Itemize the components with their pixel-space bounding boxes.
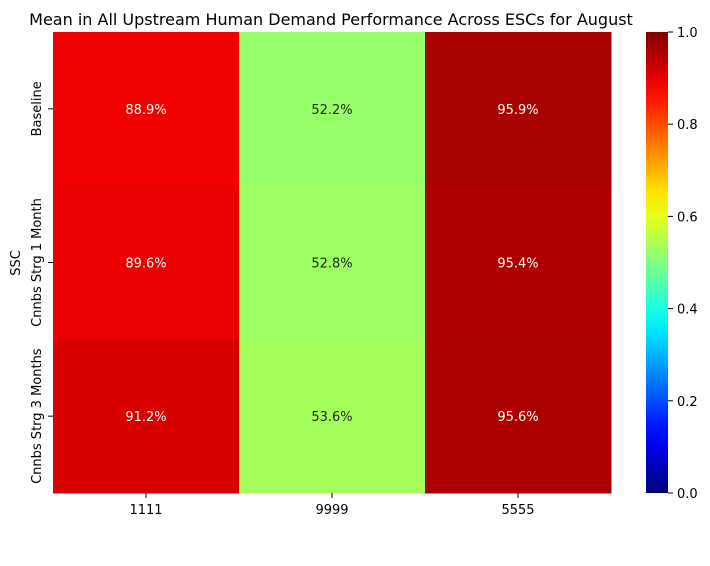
x-axis: 1111 9999 5555: [129, 493, 535, 518]
cell-value-label: 91.2%: [125, 410, 166, 425]
heatmap-cell: [425, 32, 612, 187]
heatmap-cell: [239, 32, 426, 187]
heatmap-cell: [239, 339, 426, 494]
colorbar-tick-label: 0.6: [677, 210, 698, 225]
x-tick-label: 1111: [129, 503, 162, 518]
y-axis-label: SSC: [9, 250, 24, 276]
y-tick-label: Baseline: [30, 81, 45, 136]
x-tick-label: 9999: [315, 503, 348, 518]
cell-value-label: 95.9%: [497, 103, 538, 118]
cell-value-label: 52.8%: [311, 257, 352, 272]
heatmap-cell: [53, 185, 240, 340]
heatmap-cell: [53, 32, 240, 187]
y-tick-label: Cnnbs Strg 3 Months: [30, 348, 45, 484]
y-axis: Baseline Cnnbs Strg 1 Month Cnnbs Strg 3 M…: [30, 81, 53, 484]
colorbar-tick-label: 0.8: [677, 118, 698, 133]
cell-value-label: 52.2%: [311, 103, 352, 118]
colorbar: 0.0 0.2 0.4 0.6 0.8 1.0: [646, 26, 698, 502]
y-tick-label: Cnnbs Strg 1 Month: [30, 198, 45, 327]
heatmap-cell: [425, 339, 612, 494]
heatmap-cells: [53, 32, 612, 494]
heatmap-cell: [239, 185, 426, 340]
colorbar-tick-label: 0.0: [677, 487, 698, 502]
cell-value-label: 89.6%: [125, 257, 166, 272]
chart-title: Mean in All Upstream Human Demand Perfor…: [29, 10, 633, 29]
colorbar-tick-label: 0.2: [677, 395, 698, 410]
cell-labels: 88.9% 52.2% 95.9% 89.6% 52.8% 95.4% 91.2% 53.6%…: [125, 103, 538, 425]
cell-value-label: 95.4%: [497, 257, 538, 272]
x-tick-label: 5555: [501, 503, 534, 518]
cell-value-label: 88.9%: [125, 103, 166, 118]
heatmap-cell: [53, 339, 240, 494]
cell-value-label: 53.6%: [311, 410, 352, 425]
colorbar-gradient: [646, 32, 668, 493]
heatmap-cell: [425, 185, 612, 340]
colorbar-tick-label: 0.4: [677, 303, 698, 318]
cell-value-label: 95.6%: [497, 410, 538, 425]
colorbar-tick-label: 1.0: [677, 26, 698, 41]
